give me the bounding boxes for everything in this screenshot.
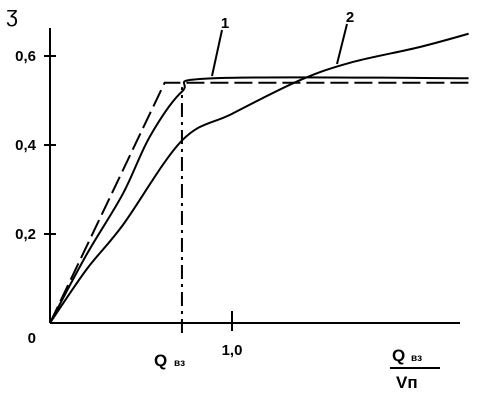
series-line <box>49 81 469 324</box>
marker-label-main: Q <box>154 351 167 370</box>
x-label-denominator: Vп <box>396 373 418 392</box>
series-label: 2 <box>346 9 354 26</box>
y-tick-label: 0,2 <box>15 226 36 243</box>
marker-label-sub: вз <box>174 358 185 369</box>
y-tick-label: 0,4 <box>15 137 37 154</box>
x-axis-label: Q вз Vп <box>390 346 440 392</box>
x-label-sub: вз <box>411 353 422 364</box>
series-line <box>49 32 469 324</box>
series-label: 1 <box>221 15 229 32</box>
label-leader <box>211 29 223 77</box>
x-tick-label: 1,0 <box>222 342 243 359</box>
y-tick-label: 0,6 <box>15 48 36 65</box>
y-tick-label: 0 <box>28 330 36 347</box>
x-label-main: Q <box>392 346 405 365</box>
series-line <box>49 76 469 324</box>
y-axis-label: ʒ <box>6 2 18 27</box>
label-leader <box>336 23 348 65</box>
